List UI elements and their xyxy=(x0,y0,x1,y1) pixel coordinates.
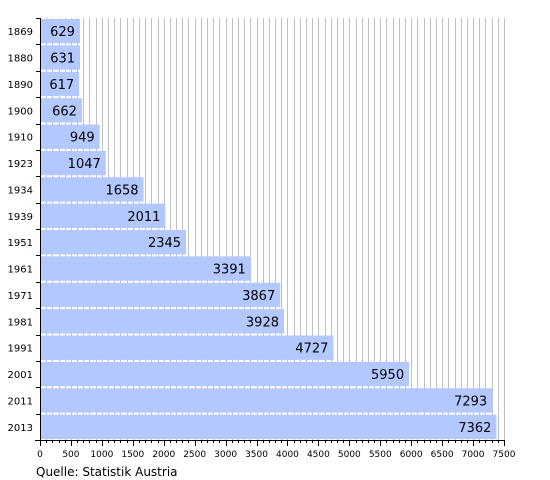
category-label: 1869 xyxy=(8,27,33,38)
bar-1869 xyxy=(41,19,80,44)
x-tick-label: 500 xyxy=(62,450,79,460)
bar-1991 xyxy=(41,335,334,360)
category-label: 1923 xyxy=(8,159,33,170)
data-label: 631 xyxy=(50,52,75,67)
category-label: 1991 xyxy=(8,344,33,355)
x-tick-label: 2500 xyxy=(183,450,206,460)
data-label: 662 xyxy=(52,104,77,119)
data-label: 2011 xyxy=(127,210,160,225)
bar-2013 xyxy=(41,414,497,439)
data-label: 3391 xyxy=(213,263,246,278)
data-label: 5950 xyxy=(371,368,404,383)
category-label: 1971 xyxy=(8,291,33,302)
category-label: 1890 xyxy=(8,80,33,91)
category-label: 1961 xyxy=(8,265,33,276)
bar-1880 xyxy=(41,45,81,70)
bar-1981 xyxy=(41,309,285,334)
data-label: 4727 xyxy=(295,342,328,357)
data-label: 7362 xyxy=(458,421,491,436)
x-tick-label: 3000 xyxy=(214,450,237,460)
bar-2001 xyxy=(41,361,410,387)
x-tick-label: 7000 xyxy=(462,450,485,460)
data-label: 1047 xyxy=(68,157,101,172)
x-tick-label: 0 xyxy=(37,450,43,460)
category-label: 2011 xyxy=(8,396,33,407)
bar-1951 xyxy=(41,230,187,255)
data-label: 949 xyxy=(70,131,95,146)
bar-1934 xyxy=(41,177,144,202)
bar-1971 xyxy=(41,282,281,308)
bar-2011 xyxy=(41,388,493,413)
category-label: 1951 xyxy=(8,238,33,249)
x-tick-label: 6000 xyxy=(400,450,423,460)
category-label: 1910 xyxy=(8,133,33,144)
bar-1910 xyxy=(41,124,100,149)
x-tick-label: 5500 xyxy=(369,450,392,460)
data-label: 617 xyxy=(49,78,74,93)
data-label: 3928 xyxy=(246,315,279,330)
x-tick-label: 2000 xyxy=(152,450,175,460)
category-label: 2013 xyxy=(8,423,33,434)
x-tick-label: 3500 xyxy=(245,450,268,460)
data-label: 1658 xyxy=(105,183,138,198)
bar-1923 xyxy=(41,150,106,176)
x-tick-label: 4500 xyxy=(307,450,330,460)
bar-1900 xyxy=(41,98,82,123)
category-label: 1934 xyxy=(8,185,33,196)
x-tick-label: 1000 xyxy=(90,450,113,460)
bar-1890 xyxy=(41,71,80,97)
category-label: 1939 xyxy=(8,212,33,223)
data-label: 629 xyxy=(50,25,75,40)
category-label: 2001 xyxy=(8,370,33,381)
bars xyxy=(41,19,497,439)
data-label: 2345 xyxy=(148,236,181,251)
bar-1961 xyxy=(41,256,251,281)
x-tick-label: 6500 xyxy=(431,450,454,460)
category-label: 1900 xyxy=(8,106,33,117)
data-label: 3867 xyxy=(242,289,275,304)
source-note: Quelle: Statistik Austria xyxy=(36,465,178,479)
category-label: 1880 xyxy=(8,54,33,65)
x-tick-label: 4000 xyxy=(276,450,299,460)
x-tick-label: 5000 xyxy=(338,450,361,460)
bar-1939 xyxy=(41,203,166,228)
x-tick-label: 1500 xyxy=(121,450,144,460)
data-label: 7293 xyxy=(454,394,487,409)
category-label: 1981 xyxy=(8,317,33,328)
x-tick-label: 7500 xyxy=(493,450,516,460)
